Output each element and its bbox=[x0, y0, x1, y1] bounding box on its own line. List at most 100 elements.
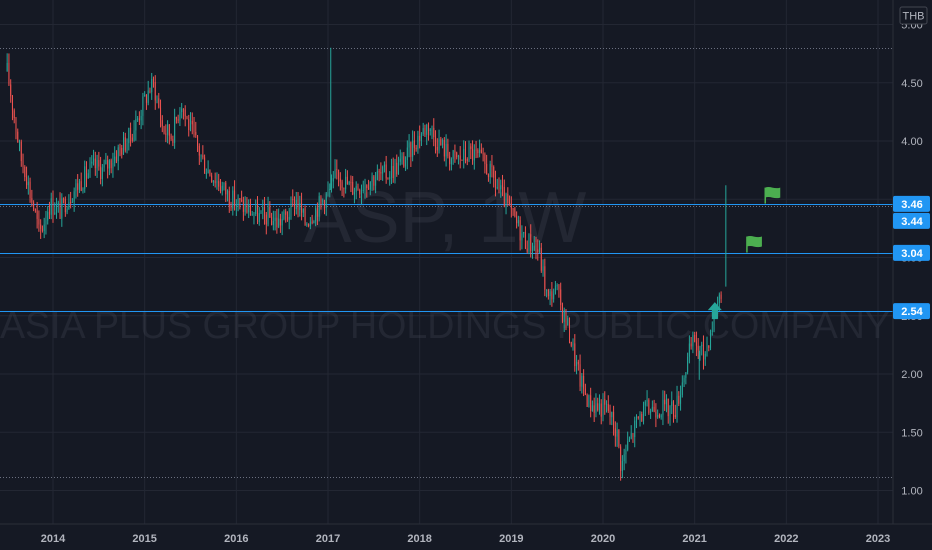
flag-icon[interactable] bbox=[764, 187, 781, 204]
candle-body bbox=[674, 415, 676, 418]
candle-body bbox=[366, 185, 368, 189]
candle-body bbox=[383, 164, 385, 167]
candle-body bbox=[82, 188, 84, 191]
candle-body bbox=[516, 216, 518, 224]
candle-body bbox=[621, 461, 623, 471]
candle-body bbox=[93, 158, 95, 162]
candle-body bbox=[427, 124, 429, 132]
candle-body bbox=[272, 221, 274, 225]
candle-body bbox=[264, 207, 266, 215]
candle-body bbox=[697, 345, 699, 351]
candle-body bbox=[195, 132, 197, 136]
candle-body bbox=[373, 176, 375, 186]
price-axis-label: 1.50 bbox=[901, 427, 922, 439]
candle-body bbox=[98, 160, 100, 167]
price-axis-panel[interactable] bbox=[893, 0, 932, 524]
horizontal-levels[interactable] bbox=[0, 48, 893, 478]
candle-body bbox=[190, 120, 191, 131]
candle-body bbox=[396, 162, 398, 175]
currency-button[interactable]: THB bbox=[899, 6, 928, 25]
candle-body bbox=[607, 404, 609, 411]
candle-body bbox=[412, 140, 414, 157]
candle-body bbox=[112, 162, 114, 169]
arrow-up-icon[interactable] bbox=[707, 302, 722, 320]
flag-cloth bbox=[746, 235, 762, 248]
flag-icon[interactable] bbox=[746, 235, 762, 253]
candle-body bbox=[100, 166, 102, 180]
candle-body bbox=[713, 313, 715, 331]
candle-body bbox=[228, 190, 230, 206]
candle-body bbox=[658, 414, 660, 418]
candle-body bbox=[149, 90, 151, 93]
candle-body bbox=[643, 405, 645, 421]
price-tag-label: 2.54 bbox=[901, 306, 923, 318]
price-axis-label: 4.00 bbox=[901, 136, 922, 148]
candle-body bbox=[209, 169, 211, 176]
candle-body bbox=[80, 181, 82, 191]
candle-body bbox=[96, 160, 98, 169]
time-axis-label: 2017 bbox=[316, 533, 340, 545]
candle-body bbox=[660, 415, 662, 418]
candle-body bbox=[126, 143, 128, 151]
candle-body bbox=[345, 176, 347, 190]
candle-body bbox=[687, 356, 689, 373]
time-axis-panel[interactable] bbox=[0, 524, 893, 550]
candle-body bbox=[526, 248, 528, 252]
candle-body bbox=[461, 159, 463, 161]
candle-body bbox=[720, 294, 722, 299]
candle-body bbox=[382, 166, 384, 174]
candle-body bbox=[486, 163, 488, 175]
candle-body bbox=[230, 205, 232, 209]
candle-body bbox=[653, 406, 655, 412]
candle-body bbox=[131, 137, 133, 141]
candle-body bbox=[625, 449, 627, 455]
candle-body bbox=[54, 212, 56, 214]
candle-body bbox=[410, 142, 412, 157]
price-tag-label: 3.44 bbox=[901, 216, 923, 228]
candle-body bbox=[200, 155, 202, 157]
time-axis-label: 2019 bbox=[499, 533, 523, 545]
time-axis[interactable]: 2014 2015 2016 2017 2018 2019 2020 2021 2022 2023 bbox=[41, 533, 890, 545]
price-tag-box bbox=[893, 244, 930, 261]
candle-body bbox=[574, 343, 576, 367]
candle-body bbox=[57, 202, 59, 205]
candle-body bbox=[56, 204, 58, 213]
time-axis-label: 2015 bbox=[132, 533, 156, 545]
candle-body bbox=[336, 169, 338, 171]
candle-body bbox=[417, 135, 419, 150]
candlestick-series bbox=[6, 47, 727, 481]
candle-body bbox=[244, 204, 246, 212]
candle-body bbox=[472, 148, 474, 161]
candle-body bbox=[565, 310, 567, 326]
candle-body bbox=[632, 433, 634, 438]
candle-body bbox=[292, 199, 294, 201]
candle-body bbox=[27, 181, 29, 186]
candle-body bbox=[694, 334, 696, 342]
candle-body bbox=[398, 161, 400, 175]
candle-body bbox=[560, 289, 562, 305]
candle-body bbox=[413, 140, 415, 148]
drawing-annotations[interactable] bbox=[707, 187, 781, 320]
candle-body bbox=[278, 218, 280, 228]
candle-body bbox=[595, 403, 597, 413]
price-tag-box bbox=[893, 303, 930, 320]
candle-body bbox=[188, 118, 190, 131]
price-tag: 2.54 bbox=[893, 303, 930, 320]
candle-body bbox=[193, 124, 195, 133]
candle-body bbox=[343, 188, 345, 190]
candle-body bbox=[688, 343, 690, 357]
candle-body bbox=[359, 189, 361, 195]
candle-body bbox=[15, 118, 17, 132]
candle-body bbox=[662, 399, 664, 416]
candle-body bbox=[130, 127, 132, 138]
candle-body bbox=[627, 441, 629, 450]
candle-body bbox=[528, 234, 530, 252]
candle-body bbox=[554, 285, 556, 294]
candle-body bbox=[332, 178, 334, 182]
candle-body bbox=[181, 108, 183, 113]
candle-body bbox=[551, 291, 553, 300]
candle-body bbox=[561, 304, 563, 322]
candle-body bbox=[651, 406, 653, 412]
candle-body bbox=[368, 188, 370, 190]
